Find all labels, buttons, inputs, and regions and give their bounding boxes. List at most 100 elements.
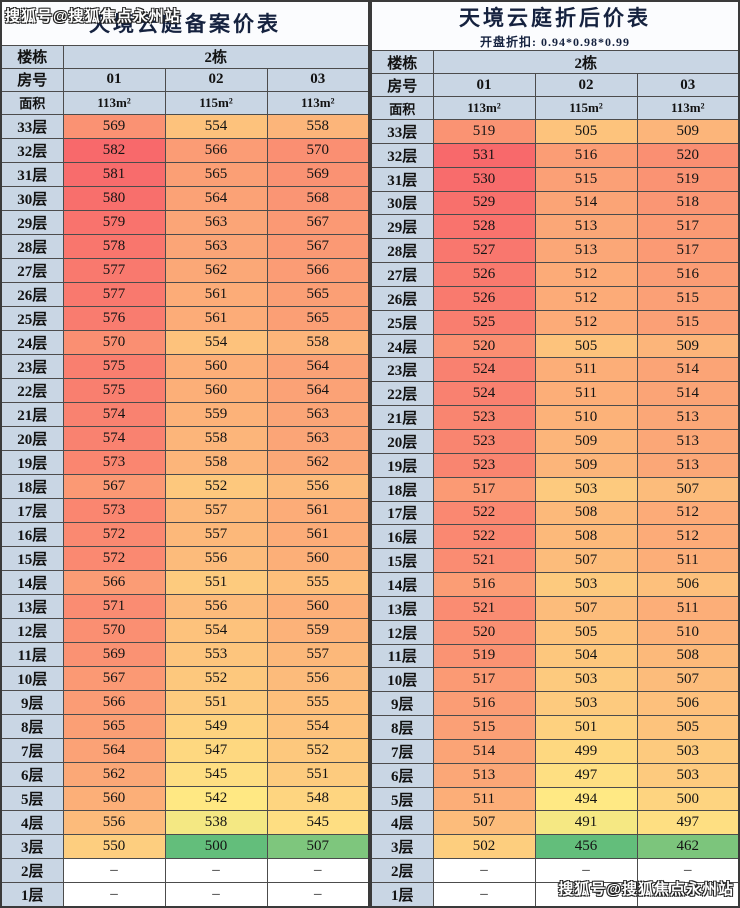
price-cell: 513: [636, 452, 740, 478]
price-cell: 579: [62, 209, 166, 235]
floor-label: 12层: [0, 617, 64, 643]
price-cell: 514: [432, 738, 536, 764]
price-cell: 567: [266, 209, 370, 235]
building-label: 楼栋: [370, 50, 434, 74]
price-cell: 499: [534, 738, 638, 764]
price-cell: 551: [164, 689, 268, 715]
price-cell: 510: [636, 619, 740, 645]
floor-label: 25层: [370, 309, 434, 335]
price-cell: 508: [534, 524, 638, 550]
price-cell: 515: [534, 166, 638, 192]
table-row: 33层 569 554 558: [0, 113, 370, 139]
floor-label: 1层: [370, 882, 434, 908]
price-cell: –: [432, 858, 536, 883]
price-cell: 555: [266, 689, 370, 715]
price-cell: 556: [266, 473, 370, 499]
price-cell: 572: [62, 545, 166, 571]
table-row: 18层 567 552 556: [0, 473, 370, 499]
room-number: 02: [164, 67, 268, 92]
price-cell: 518: [636, 190, 740, 216]
table-row: 23层 524 511 514: [370, 357, 740, 383]
price-cell: 524: [432, 357, 536, 383]
price-cell: 564: [266, 377, 370, 403]
floor-label: 29层: [370, 214, 434, 240]
price-cell: –: [432, 882, 536, 908]
area-value: 115m²: [534, 96, 638, 120]
table-row: 28层 578 563 567: [0, 233, 370, 259]
floor-label: 22层: [0, 377, 64, 403]
price-cell: 554: [266, 713, 370, 739]
price-cell: 551: [164, 569, 268, 595]
floor-label: 24层: [0, 329, 64, 355]
price-cell: 567: [62, 665, 166, 691]
table-row: 21层 574 559 563: [0, 401, 370, 427]
price-cell: 514: [636, 381, 740, 407]
table-row: 20层 574 558 563: [0, 425, 370, 451]
floor-label: 10层: [370, 667, 434, 693]
price-cell: 515: [636, 309, 740, 335]
table-row: 12层 570 554 559: [0, 617, 370, 643]
price-cell: 524: [432, 381, 536, 407]
price-cell: 511: [636, 595, 740, 621]
price-cell: 565: [62, 713, 166, 739]
room-number: 03: [266, 67, 370, 92]
building-value: 2栋: [432, 50, 740, 74]
price-cell: 516: [432, 691, 536, 717]
table-row: 2层 – – –: [0, 857, 370, 883]
price-cell: 563: [164, 209, 268, 235]
price-cell: 507: [636, 476, 740, 502]
table-row: 24层 520 505 509: [370, 333, 740, 359]
table-row: 23层 575 560 564: [0, 353, 370, 379]
price-cell: 504: [534, 643, 638, 669]
price-cell: 566: [164, 137, 268, 163]
price-cell: 570: [62, 617, 166, 643]
table-row: 25层 525 512 515: [370, 309, 740, 335]
price-cell: 582: [62, 137, 166, 163]
table-row: 17层 573 557 561: [0, 497, 370, 523]
floor-label: 27层: [0, 257, 64, 283]
price-cell: 581: [62, 161, 166, 187]
building-value: 2栋: [62, 44, 370, 69]
price-cell: 521: [432, 595, 536, 621]
price-cell: –: [534, 858, 638, 883]
table-row: 4层 556 538 545: [0, 809, 370, 835]
floor-label: 2层: [0, 857, 64, 883]
table-row: 16层 572 557 561: [0, 521, 370, 547]
price-cell: 519: [636, 166, 740, 192]
price-cell: 507: [636, 667, 740, 693]
price-cell: 547: [164, 737, 268, 763]
price-cell: 565: [164, 161, 268, 187]
price-cell: –: [62, 857, 166, 883]
price-cell: 511: [636, 548, 740, 574]
table-row: 29层 579 563 567: [0, 209, 370, 235]
price-cell: 566: [62, 689, 166, 715]
price-cell: 553: [164, 641, 268, 667]
price-cell: 556: [164, 545, 268, 571]
price-cell: 503: [534, 667, 638, 693]
price-cell: 570: [266, 137, 370, 163]
table-row: 21层 523 510 513: [370, 405, 740, 430]
price-cell: 513: [636, 428, 740, 454]
table-row: 25层 576 561 565: [0, 305, 370, 331]
price-cell: 500: [636, 786, 740, 812]
table-row: 22层 575 560 564: [0, 377, 370, 403]
floor-label: 6层: [370, 762, 434, 788]
price-cell: 526: [432, 285, 536, 311]
price-cell: 545: [164, 761, 268, 787]
table-row: 17层 522 508 512: [370, 500, 740, 526]
price-cell: 520: [432, 333, 536, 359]
floor-label: 4层: [0, 809, 64, 835]
price-cell: –: [62, 881, 166, 908]
price-cell: 561: [266, 497, 370, 523]
floor-label: 1层: [0, 881, 64, 908]
table-row: 19层 523 509 513: [370, 452, 740, 478]
price-cell: 575: [62, 377, 166, 403]
price-cell: 566: [62, 569, 166, 595]
price-cell: 512: [534, 285, 638, 311]
price-cell: 552: [164, 473, 268, 499]
room-number: 02: [534, 73, 638, 97]
floor-label: 23层: [0, 353, 64, 379]
price-cell: 506: [636, 691, 740, 717]
price-cell: 552: [164, 665, 268, 691]
table-subtitle: 开盘折扣: 0.94*0.98*0.99: [480, 35, 630, 49]
